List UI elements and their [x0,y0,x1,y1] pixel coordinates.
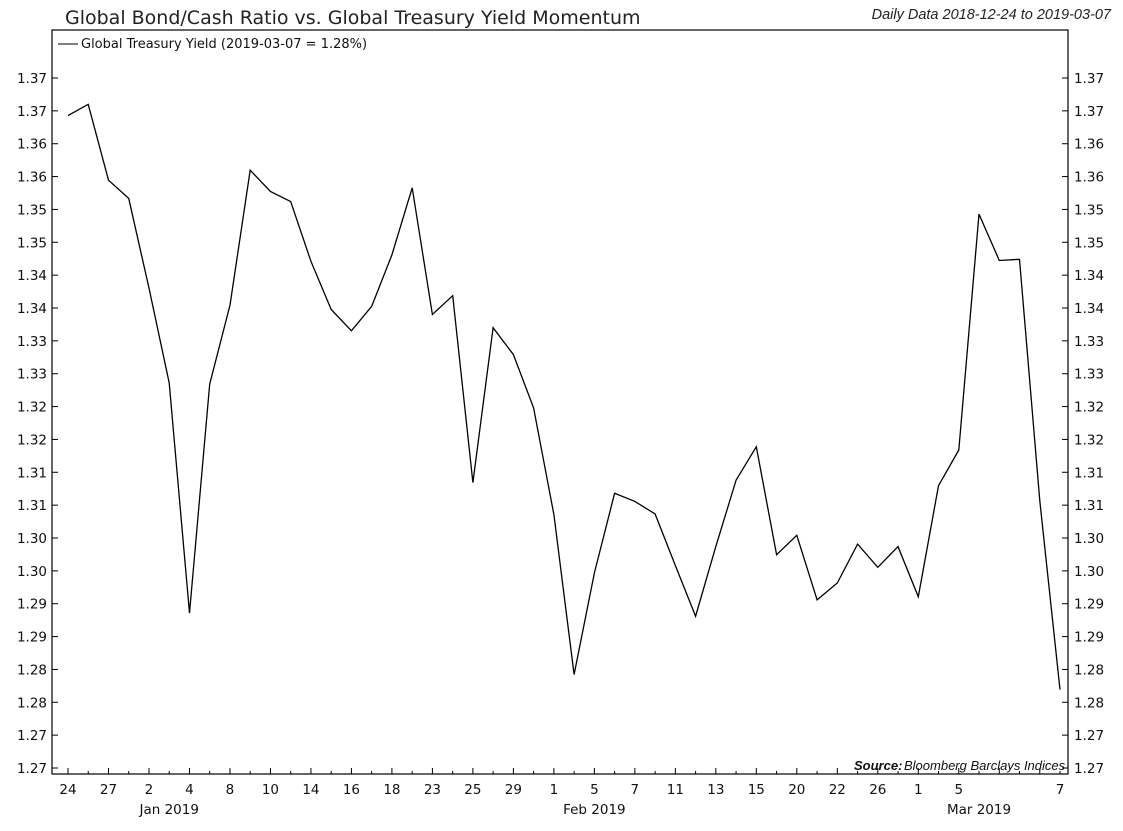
x-tick-label: 13 [707,782,724,798]
y-tick-label-left: 1.32 [17,400,47,416]
y-tick-label-left: 1.35 [17,235,47,251]
y-tick-label-right: 1.35 [1074,202,1104,218]
x-tick-label: 29 [505,782,522,798]
y-tick-label-left: 1.34 [17,301,47,317]
x-tick-label: 7 [1056,782,1065,798]
x-tick-label: 23 [424,782,441,798]
y-tick-label-right: 1.36 [1074,137,1104,153]
x-tick-label: 14 [302,782,319,798]
plot-area [51,29,1069,775]
x-tick-label: 5 [590,782,599,798]
x-axis: 24 27 2 4 8 10 14 16 18 23 25 29 1 5 7 11 13 15 20 22 26 1 5 7 [59,768,1064,798]
x-tick-label: 15 [748,782,765,798]
y-tick-label-right: 1.27 [1074,728,1104,744]
x-month-label: Feb 2019 [563,802,626,818]
y-axis-right: 1.27 1.27 1.28 1.28 1.29 1.29 1.30 1.30 1.31 1.31… [1062,71,1104,777]
source-text: Bloomberg Barclays Indices [904,758,1066,773]
x-tick-label: 24 [59,782,76,798]
chart-subtitle: Daily Data 2018-12-24 to 2019-03-07 [872,7,1112,23]
y-tick-label-right: 1.30 [1074,564,1104,580]
y-tick-label-left: 1.31 [17,498,47,514]
x-tick-label: 26 [869,782,886,798]
x-tick-label: 22 [829,782,846,798]
y-tick-label-right: 1.34 [1074,301,1104,317]
y-tick-label-right: 1.36 [1074,170,1104,186]
y-tick-label-right: 1.29 [1074,597,1104,613]
x-tick-label: 8 [226,782,235,798]
source-note: Source: Bloomberg Barclays Indices [854,758,1066,773]
y-tick-label-right: 1.29 [1074,630,1104,646]
chart-title: Global Bond/Cash Ratio vs. Global Treasu… [65,7,641,29]
y-tick-label-left: 1.35 [17,202,47,218]
x-tick-label: 5 [954,782,963,798]
y-tick-label-right: 1.31 [1074,498,1104,514]
x-tick-label: 1 [550,782,559,798]
source-label: Source: [854,758,902,773]
y-tick-label-left: 1.30 [17,531,47,547]
y-axis-left: 1.27 1.27 1.28 1.28 1.29 1.29 1.30 1.30 1.31 1.31… [17,71,58,777]
y-tick-label-left: 1.36 [17,170,47,186]
y-tick-label-right: 1.33 [1074,334,1104,350]
y-tick-label-left: 1.28 [17,662,47,678]
y-tick-label-left: 1.27 [17,728,47,744]
y-tick-label-right: 1.37 [1074,104,1104,120]
y-tick-label-right: 1.32 [1074,432,1104,448]
x-month-label: Jan 2019 [138,802,198,818]
y-tick-label-left: 1.31 [17,465,47,481]
y-tick-label-right: 1.28 [1074,662,1104,678]
series-line-global-treasury-yield [67,103,1061,690]
y-tick-label-left: 1.30 [17,564,47,580]
y-tick-label-left: 1.34 [17,268,47,284]
x-tick-label: 11 [667,782,684,798]
y-tick-label-left: 1.32 [17,432,47,448]
y-tick-label-left: 1.36 [17,137,47,153]
y-tick-label-left: 1.29 [17,597,47,613]
x-tick-label: 4 [185,782,194,798]
x-tick-label: 20 [788,782,805,798]
y-tick-label-right: 1.33 [1074,367,1104,383]
x-tick-label: 1 [914,782,923,798]
x-tick-label: 10 [262,782,279,798]
series-group [67,103,1061,690]
x-tick-label: 18 [383,782,400,798]
x-tick-label: 7 [631,782,640,798]
legend-entry: Global Treasury Yield (2019-03-07 = 1.28… [81,37,367,52]
y-tick-label-left: 1.29 [17,630,47,646]
y-tick-label-left: 1.37 [17,104,47,120]
y-tick-label-left: 1.28 [17,695,47,711]
y-tick-label-right: 1.37 [1074,71,1104,87]
y-tick-label-right: 1.31 [1074,465,1104,481]
y-tick-label-right: 1.28 [1074,695,1104,711]
y-tick-label-left: 1.33 [17,367,47,383]
x-month-label: Mar 2019 [947,802,1011,818]
x-tick-label: 25 [464,782,481,798]
y-tick-label-right: 1.35 [1074,235,1104,251]
y-tick-label-right: 1.34 [1074,268,1104,284]
y-tick-label-left: 1.33 [17,334,47,350]
x-tick-label: 16 [343,782,360,798]
y-tick-label-right: 1.32 [1074,400,1104,416]
y-tick-label-right: 1.27 [1074,761,1104,777]
legend: Global Treasury Yield (2019-03-07 = 1.28… [58,37,367,52]
y-tick-label-left: 1.37 [17,71,47,87]
y-tick-label-right: 1.30 [1074,531,1104,547]
x-axis-months: Jan 2019 Feb 2019 Mar 2019 [138,802,1011,818]
x-tick-label: 2 [145,782,154,798]
y-tick-label-left: 1.27 [17,761,47,777]
x-tick-label: 27 [100,782,117,798]
